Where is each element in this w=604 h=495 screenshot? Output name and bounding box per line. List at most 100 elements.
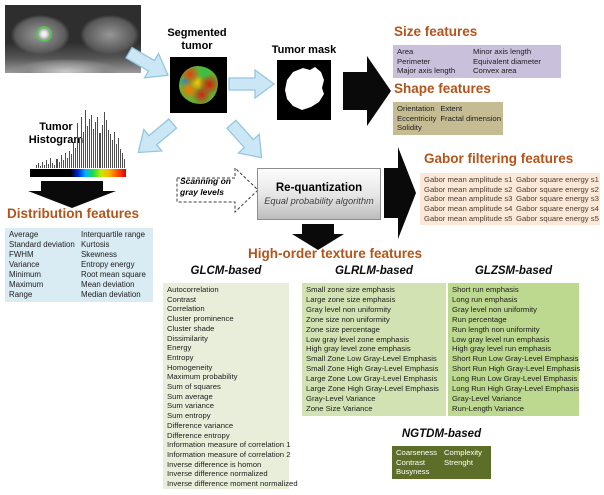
ngtdm-title: NGTDM-based [401, 428, 482, 440]
ngtdm-col1: Coarseness Contrast Busyness [396, 448, 440, 477]
feature-item: Large Zone Low Gray-Level Emphasis [306, 374, 438, 384]
histogram-bar [113, 132, 115, 168]
feature-item: Inverse difference is homon [167, 459, 262, 469]
feature-item: Difference variance [167, 420, 234, 430]
feature-item: Small Zone Low Gray-Level Emphasis [306, 354, 437, 364]
size-features-title: Size features [394, 24, 478, 39]
feature-item: Gray-Level Variance [452, 393, 522, 403]
arrow-segmented-to-mask [228, 68, 276, 100]
feature-item: Orientation [397, 104, 435, 113]
scanning-label: Scanning on gray levels [180, 176, 231, 197]
glcm-box: Autocorrelation Contrast Correlation Cluste… [163, 283, 298, 489]
segmented-tumor-image [170, 57, 227, 113]
histogram-bar [91, 114, 93, 168]
glrlm-box: Small zone size emphasis Large zone size … [302, 283, 446, 416]
histogram-bar [111, 140, 113, 168]
feature-item: Homogeneity [167, 362, 213, 372]
feature-item: Zone size non uniformity [306, 314, 390, 324]
glcm-title: GLCM-based [190, 265, 262, 277]
feature-item: Standard deviation [9, 240, 75, 249]
tumor-heatmap-blob [179, 66, 218, 104]
feature-item: Entropy [167, 352, 194, 362]
feature-item: Large Zone High Gray-Level Emphasis [306, 384, 439, 394]
shape-features-title: Shape features [394, 81, 491, 96]
tumor-histogram-image [30, 110, 126, 177]
size-features-col1: Area Perimeter Major axis length [397, 47, 469, 76]
glrlm-title: GLRLM-based [335, 265, 413, 277]
arrow-mask-to-size-shape [343, 56, 391, 126]
feature-item: Mean deviation [81, 280, 135, 289]
histogram-colorbar [30, 169, 126, 177]
feature-item: Gabor mean amplitude s3 [424, 194, 513, 204]
size-features-box: Area Perimeter Major axis length Minor axi… [393, 45, 561, 78]
histogram-bar [119, 149, 121, 168]
arrow-segmented-to-histogram [137, 118, 178, 154]
gabor-features-col2: Gabor square energy s1 Gabor square energ… [516, 175, 599, 223]
feature-item: Area [397, 47, 414, 56]
feature-item: Dissimilarity [167, 333, 208, 343]
feature-item: High gray level run emphasis [452, 344, 552, 354]
histogram-bar [87, 126, 89, 168]
feature-item: Gray level non uniformity [306, 304, 392, 314]
histogram-bar [68, 150, 70, 168]
shape-features-col2: Extent Fractal dimension [440, 104, 501, 133]
feature-item: Low gray level run emphasis [452, 334, 550, 344]
histogram-bar [74, 148, 76, 168]
feature-item: Gabor mean amplitude s4 [424, 204, 513, 214]
feature-item: Cluster prominence [167, 314, 234, 324]
histogram-bar [60, 155, 62, 168]
ngtdm-box: Coarseness Contrast Busyness Complexity Str… [392, 446, 491, 479]
feature-item: Inverse difference normalized [167, 469, 268, 479]
feature-item: Entropy energy [81, 260, 135, 269]
histogram-bar [38, 162, 40, 168]
histogram-bar [72, 142, 74, 168]
histogram-bar [115, 143, 117, 168]
arrow-requantization-to-highorder [292, 224, 344, 250]
histogram-bar [40, 165, 42, 168]
feature-item: Gabor square energy s1 [516, 175, 599, 184]
feature-item: Gabor mean amplitude s1 [424, 175, 513, 184]
histogram-bar [83, 132, 85, 168]
requantization-title: Re-quantization [275, 182, 363, 194]
histogram-bar [124, 158, 126, 168]
feature-item: Median deviation [81, 290, 141, 299]
arrow-mri-to-segmented [125, 46, 169, 79]
shape-features-col1: Orientation Eccentricity Solidity [397, 104, 436, 133]
tumor-roi-circle [36, 26, 52, 42]
feature-item: Short Run Low Gray-Level Emphasis [452, 354, 579, 364]
feature-item: Skewness [81, 250, 117, 259]
feature-item: Eccentricity [397, 113, 437, 123]
gabor-features-title: Gabor filtering features [424, 151, 574, 166]
histogram-bar [70, 154, 72, 168]
feature-item: Gabor mean amplitude s5 [424, 213, 513, 223]
feature-item: Run-Length Variance [452, 403, 525, 413]
feature-item: Short Run High Gray-Level Emphasis [452, 364, 581, 374]
histogram-bar [42, 161, 44, 168]
feature-item: Sum average [167, 391, 213, 401]
feature-item: Average [9, 230, 39, 239]
tumor-mask-blob [285, 67, 324, 110]
histogram-bar [99, 133, 101, 168]
feature-item: Small Zone High Gray-Level Emphasis [306, 364, 439, 374]
histogram-bar [56, 158, 58, 168]
feature-item: Long Run High Gray-Level Emphasis [452, 384, 579, 394]
feature-item: Cluster shade [167, 323, 215, 333]
feature-item: Low gray level zone emphasis [306, 334, 409, 344]
tumor-mask-image [277, 60, 331, 120]
glcm-items: Autocorrelation Contrast Correlation Cluste… [167, 285, 298, 488]
feature-item: Maximum probability [167, 372, 238, 382]
size-features-col2: Minor axis length Equivalent diameter Conv… [473, 47, 541, 76]
histogram-bars [36, 110, 126, 168]
feature-item: Zone Size Variance [306, 403, 373, 413]
feature-item: Long Run Low Gray-Level Emphasis [452, 374, 578, 384]
distribution-features-col2: Interquartile range Kurtosis Skewness Entro… [81, 230, 146, 300]
requantization-box: Re-quantization Equal probability algori… [257, 168, 381, 220]
high-order-title: High-order texture features [248, 246, 423, 261]
feature-item: Large zone size emphasis [306, 294, 396, 304]
histogram-bar [105, 120, 107, 168]
feature-item: Minimum [9, 270, 42, 279]
histogram-bar [64, 152, 66, 168]
ngtdm-col2: Complexity Strenght [444, 448, 482, 477]
feature-item: Interquartile range [81, 230, 146, 239]
